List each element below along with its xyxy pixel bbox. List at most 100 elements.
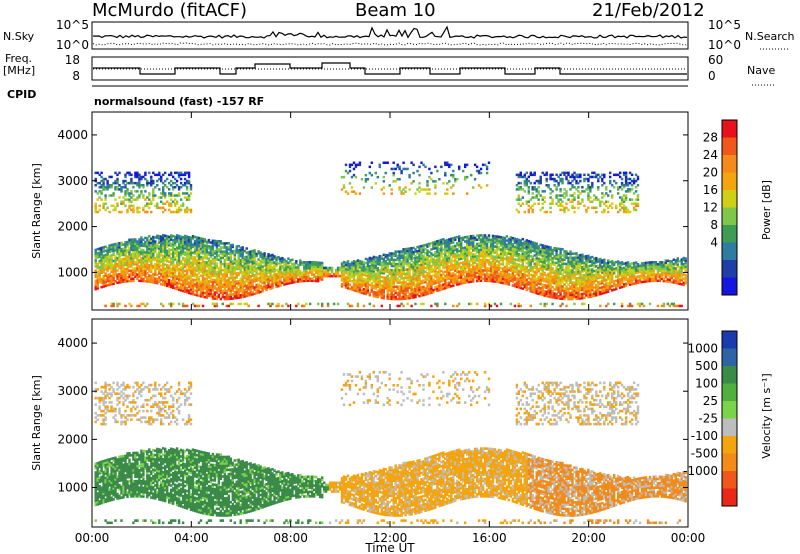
data-cell: [390, 192, 393, 195]
data-cell: [122, 259, 125, 263]
data-cell: [211, 278, 215, 282]
data-cell: [134, 173, 137, 177]
data-cell: [156, 261, 159, 264]
data-cell: [245, 302, 248, 306]
data-cell: [150, 266, 153, 269]
data-cell: [187, 194, 191, 197]
data-cell: [253, 265, 256, 269]
data-cell: [344, 280, 348, 283]
date-title: 21/Feb/2012: [592, 0, 705, 21]
data-cell: [326, 302, 330, 306]
data-cell: [94, 259, 97, 262]
data-cell: [126, 255, 129, 258]
data-cell: [235, 267, 238, 271]
data-cell: [112, 253, 115, 257]
data-cell: [162, 194, 165, 197]
data-cell: [215, 274, 219, 278]
data-cell: [275, 285, 278, 288]
data-cell: [104, 198, 107, 201]
data-cell: [364, 282, 368, 285]
data-cell: [261, 257, 264, 260]
data-cell: [219, 258, 222, 262]
data-cell: [233, 280, 236, 284]
data-cell: [170, 184, 173, 187]
data-cell: [150, 270, 153, 273]
data-cell: [207, 292, 211, 295]
data-cell: [358, 278, 362, 281]
data-cell: [237, 284, 240, 287]
data-cell: [185, 282, 189, 286]
data-cell: [174, 256, 177, 259]
data-cell: [166, 266, 169, 269]
freq-label: Freq.: [5, 52, 32, 65]
data-cell: [213, 264, 217, 267]
data-cell: [261, 265, 264, 268]
data-cell: [118, 248, 121, 251]
data-cell: [239, 277, 242, 280]
data-cell: [185, 251, 189, 255]
data-cell: [233, 272, 236, 275]
data-cell: [223, 242, 226, 245]
data-cell: [489, 304, 493, 308]
data-cell: [168, 237, 171, 241]
data-cell: [360, 272, 364, 276]
data-cell: [154, 279, 157, 282]
data-cell: [144, 171, 147, 175]
data-cell: [307, 261, 310, 264]
data-cell: [243, 295, 246, 298]
data-cell: [470, 173, 473, 177]
data-cell: [179, 254, 183, 257]
data-cell: [158, 235, 161, 238]
data-cell: [295, 280, 298, 284]
data-cell: [253, 288, 256, 291]
data-cell: [352, 274, 356, 277]
data-cell: [150, 256, 153, 259]
data-cell: [181, 242, 185, 245]
data-cell: [346, 286, 350, 290]
data-cell: [205, 294, 209, 297]
data-cell: [203, 238, 207, 241]
data-cell: [154, 240, 157, 243]
data-cell: [350, 271, 354, 275]
data-cell: [185, 256, 189, 259]
data-cell: [215, 254, 219, 257]
data-cell: [466, 175, 469, 179]
data-cell: [313, 279, 316, 283]
data-cell: [537, 186, 540, 189]
data-cell: [519, 304, 522, 308]
data-cell: [209, 245, 213, 248]
data-cell: [162, 279, 165, 282]
data-cell: [191, 245, 195, 248]
data-cell: [362, 265, 366, 268]
data-cell: [172, 239, 175, 242]
data-cell: [136, 175, 139, 179]
data-cell: [158, 245, 161, 248]
data-cell: [154, 236, 157, 239]
data-cell: [170, 252, 173, 256]
data-cell: [221, 295, 224, 299]
data-cell: [209, 272, 213, 275]
data-cell: [317, 269, 320, 273]
data-cell: [418, 173, 421, 177]
data-cell: [148, 241, 151, 244]
data-cell: [223, 266, 226, 270]
data-cell: [243, 268, 246, 271]
data-cell: [269, 266, 272, 270]
data-cell: [219, 281, 222, 284]
data-cell: [140, 236, 143, 239]
data-cell: [217, 273, 221, 276]
data-cell: [134, 261, 137, 264]
data-cell: [104, 245, 107, 248]
data-cell: [174, 177, 177, 181]
data-cell: [392, 171, 395, 175]
data-cell: [364, 290, 368, 294]
data-cell: [269, 256, 272, 259]
data-cell: [283, 264, 286, 268]
data-cell: [213, 256, 217, 259]
data-cell: [211, 289, 215, 292]
data-cell: [160, 258, 163, 261]
data-cell: [140, 279, 143, 283]
data-cell: [154, 244, 157, 247]
data-cell: [283, 283, 286, 286]
data-cell: [219, 260, 222, 264]
